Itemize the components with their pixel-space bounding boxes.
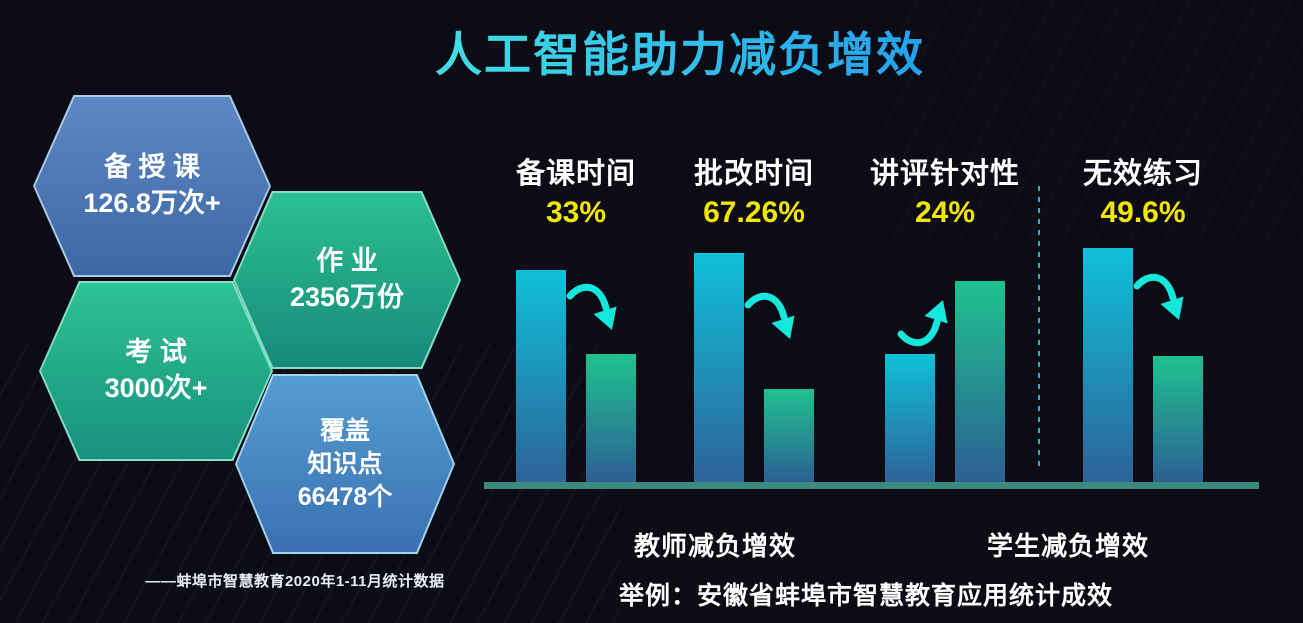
teacher-student-divider (1038, 186, 1040, 470)
data-source-footnote: ——蚌埠市智慧教育2020年1-11月统计数据 (145, 573, 445, 590)
chart-group-label: 讲评针对性 (869, 158, 1020, 190)
hexagon-content: 覆盖 知识点 66478个 (237, 376, 453, 552)
trend-down-arrow-icon (566, 282, 622, 342)
hexagon-label: 作 业 (316, 246, 378, 277)
hexagon-stat-homework: 作 业 2356万份 (233, 191, 461, 369)
bar-before (694, 253, 744, 482)
hexagon-value: 66478个 (297, 482, 393, 511)
chart-group-percent: 49.6% (1100, 196, 1186, 229)
hexagon-stat-exam: 考 试 3000次+ (39, 281, 273, 461)
hexagon-stat-knowledge: 覆盖 知识点 66478个 (235, 374, 455, 554)
section-label-teacher: 教师减负增效 (633, 531, 796, 561)
bar-before (516, 270, 566, 482)
hexagon-label: 覆盖 (319, 416, 370, 445)
chart-group-label: 备课时间 (515, 158, 636, 190)
hexagon-label: 考 试 (125, 337, 187, 368)
chart-baseline (484, 482, 1259, 489)
hexagon-stat-prep-teach: 备 授 课 126.8万次+ (33, 95, 271, 277)
bar-after (764, 389, 814, 482)
section-label-student: 学生减负增效 (986, 531, 1149, 561)
bar-after (955, 281, 1005, 482)
trend-down-arrow-icon (744, 291, 800, 351)
example-caption: 举例：安徽省蚌埠市智慧教育应用统计成效 (618, 582, 1113, 610)
bar-before (885, 354, 935, 482)
hexagon-value: 126.8万次+ (83, 188, 221, 218)
hexagon-content: 备 授 课 126.8万次+ (35, 97, 269, 275)
bar-before (1083, 248, 1133, 482)
slide-title: 人工智能助力减负增效 (355, 16, 1005, 85)
trend-up-arrow-icon (897, 288, 953, 348)
chart-group-percent: 33% (545, 196, 607, 229)
chart-group-percent: 24% (914, 196, 976, 229)
hexagon-value: 3000次+ (104, 373, 208, 403)
chart-group-percent: 67.26% (703, 196, 805, 229)
hexagon-label: 备 授 课 (103, 152, 200, 183)
hexagon-content: 作 业 2356万份 (235, 193, 459, 367)
bar-after (1153, 356, 1203, 482)
chart-group-label: 无效练习 (1082, 158, 1203, 190)
bar-after (586, 354, 636, 482)
hexagon-label: 知识点 (307, 449, 383, 478)
trend-down-arrow-icon (1133, 272, 1189, 332)
hexagon-content: 考 试 3000次+ (41, 283, 271, 459)
hexagon-value: 2356万份 (289, 282, 405, 312)
chart-group-label: 批改时间 (693, 158, 814, 190)
